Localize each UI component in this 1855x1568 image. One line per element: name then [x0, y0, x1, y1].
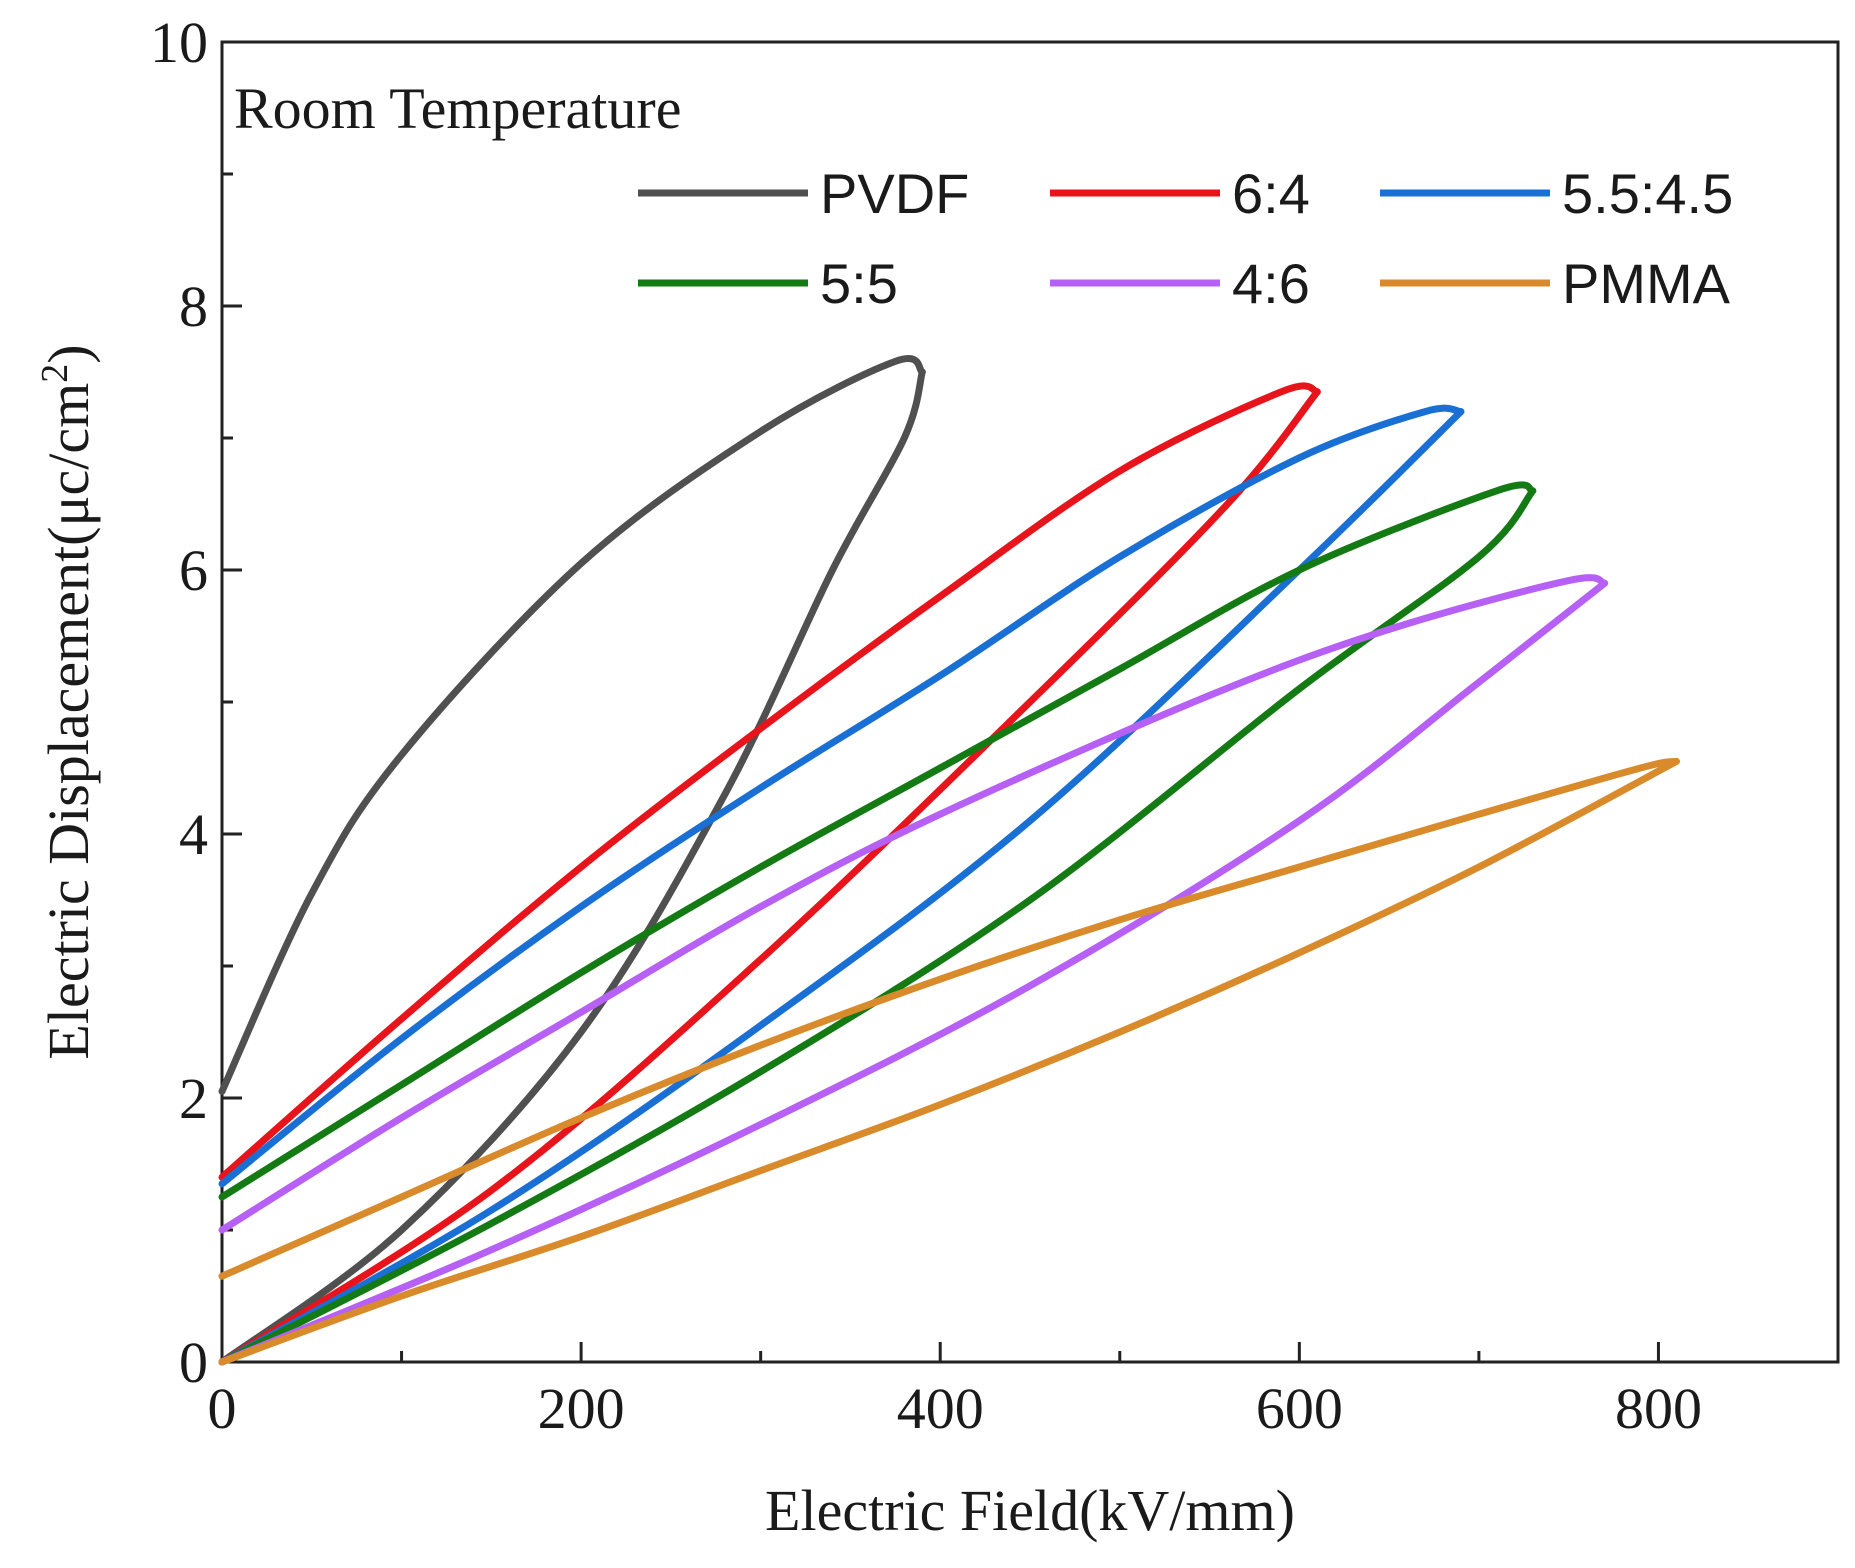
series-layer	[218, 355, 1680, 1366]
series-pmma-charge-curve	[218, 757, 1680, 1366]
y-axis-title-main: Electric Displacement(μc/cm	[36, 383, 101, 1060]
x-tick-label: 800	[1615, 1376, 1702, 1441]
series-pvdf-charge-curve	[218, 368, 926, 1366]
x-tick-label: 200	[538, 1376, 625, 1441]
y-tick-label: 4	[179, 802, 208, 867]
series-4-6-charge-curve	[218, 579, 1609, 1366]
y-axis-title: Electric Displacement(μc/cm2)	[34, 344, 101, 1059]
legend: PVDF 6:4 5.5:4.5 5:5 4:6 PMMA	[638, 162, 1733, 315]
series-4-6-discharge-curve	[218, 574, 1609, 1234]
legend-label-6-4: 6:4	[1232, 162, 1310, 225]
y-axis-title-superscript: 2	[34, 364, 76, 383]
legend-label-5-5-4-5: 5.5:4.5	[1562, 162, 1733, 225]
series-6-4-discharge-curve	[218, 382, 1321, 1181]
series-pmma-discharge-curve	[218, 757, 1680, 1280]
y-axis-ticks: 0 2 4 6 8 10	[150, 10, 242, 1395]
series-5-5-discharge-curve	[218, 481, 1537, 1201]
series-5-5-4-5-discharge-curve	[218, 404, 1465, 1188]
series-6-4-charge-curve	[218, 388, 1321, 1366]
x-tick-label: 400	[897, 1376, 984, 1441]
annotation-room-temperature: Room Temperature	[234, 76, 681, 141]
x-tick-label: 0	[208, 1376, 237, 1441]
x-tick-label: 600	[1256, 1376, 1343, 1441]
legend-label-4-6: 4:6	[1232, 252, 1310, 315]
series-5-5-charge-curve	[218, 487, 1537, 1366]
y-tick-label: 6	[179, 538, 208, 603]
x-axis-ticks: 0 200 400 600 800	[208, 1342, 1702, 1441]
y-tick-label: 0	[179, 1330, 208, 1395]
y-tick-label: 10	[150, 10, 208, 75]
y-tick-label: 2	[179, 1066, 208, 1131]
legend-label-pvdf: PVDF	[820, 162, 969, 225]
y-tick-label: 8	[179, 274, 208, 339]
series-pvdf-discharge-curve	[218, 355, 926, 1095]
legend-label-5-5: 5:5	[820, 252, 898, 315]
legend-label-pmma: PMMA	[1562, 252, 1731, 315]
x-axis-title: Electric Field(kV/mm)	[765, 1478, 1295, 1543]
y-axis-title-close: )	[36, 344, 101, 363]
